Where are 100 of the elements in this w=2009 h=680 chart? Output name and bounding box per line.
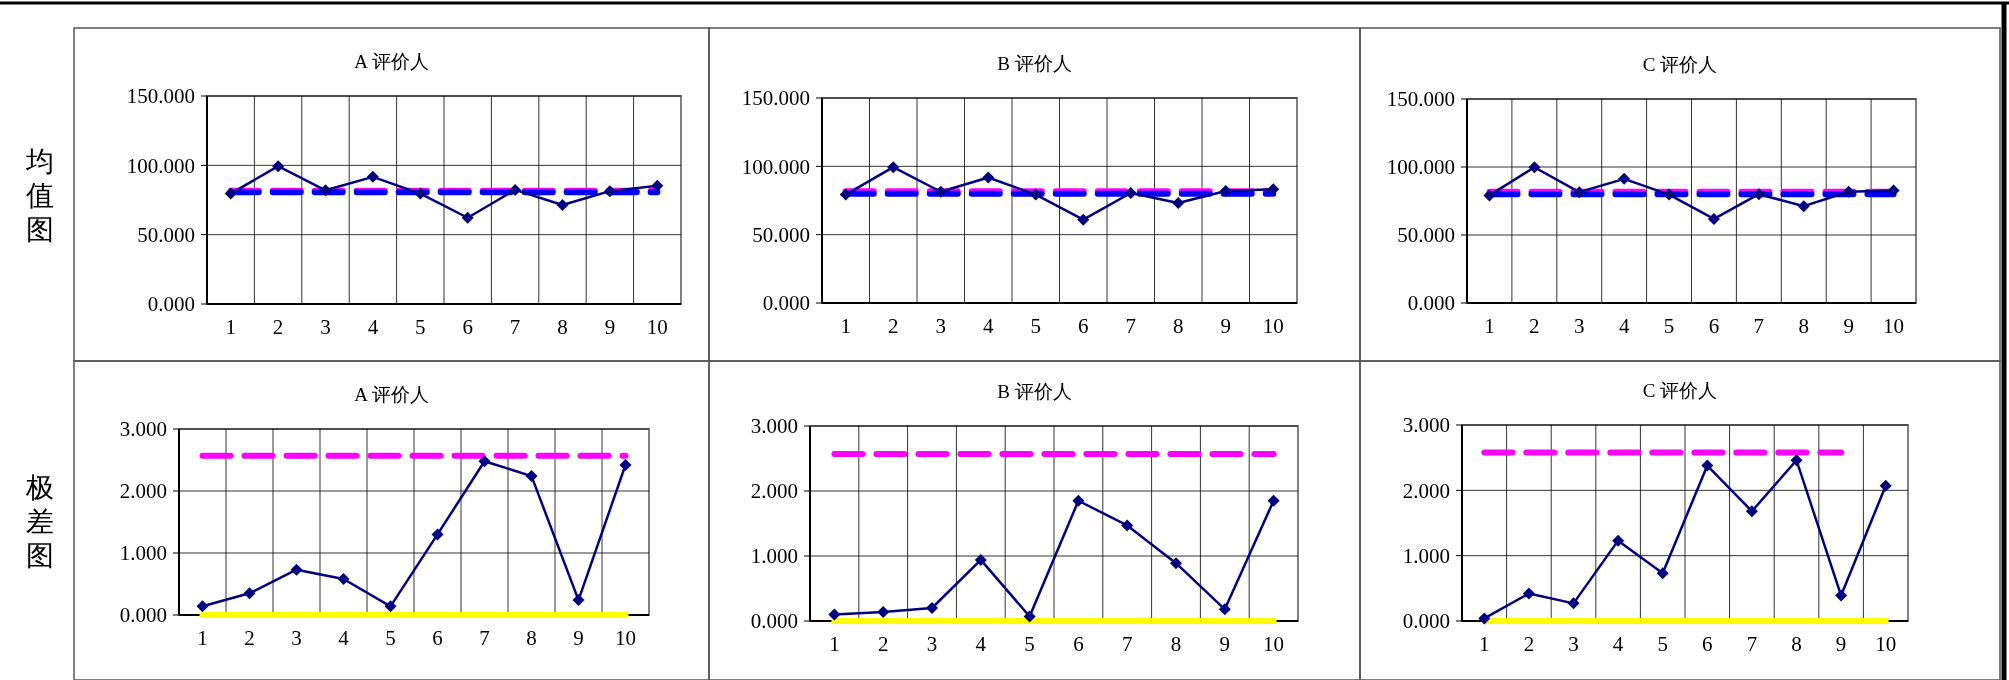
y-tick-label: 50.000 bbox=[1397, 223, 1455, 248]
y-tick-label: 3.000 bbox=[1402, 413, 1450, 438]
x-tick-label: 1 bbox=[1484, 314, 1495, 338]
point bbox=[887, 161, 900, 174]
point bbox=[839, 188, 852, 201]
point bbox=[290, 563, 303, 576]
point bbox=[224, 187, 237, 200]
x-tick-label: 8 bbox=[526, 626, 537, 650]
x-tick-label: 1 bbox=[225, 315, 236, 339]
y-tick-label: 0.000 bbox=[762, 291, 810, 316]
point bbox=[1218, 603, 1231, 616]
x-tick-label: 6 bbox=[462, 315, 473, 339]
point bbox=[974, 553, 987, 566]
x-tick-label: 1 bbox=[197, 626, 208, 650]
y-tick-label: 0.000 bbox=[750, 609, 798, 634]
y-tick-label: 3.000 bbox=[119, 417, 167, 442]
y-tick-label: 150.000 bbox=[741, 86, 810, 111]
point bbox=[366, 170, 379, 183]
x-tick-label: 10 bbox=[646, 315, 668, 339]
point bbox=[1887, 184, 1900, 197]
x-tick-label: 9 bbox=[604, 315, 616, 339]
point bbox=[1219, 184, 1232, 197]
x-tick-label: 9 bbox=[1835, 632, 1847, 656]
x-tick-label: 2 bbox=[1529, 314, 1540, 338]
x-tick-label: 1 bbox=[829, 632, 840, 656]
point bbox=[1478, 612, 1491, 625]
point bbox=[1170, 557, 1182, 570]
y-tick-label: 2.000 bbox=[750, 479, 798, 504]
point bbox=[1522, 587, 1535, 600]
point bbox=[1072, 494, 1085, 507]
x-tick-label: 9 bbox=[1220, 314, 1231, 338]
y-tick-label: 0.000 bbox=[1402, 609, 1450, 634]
x-tick-label: 4 bbox=[1612, 632, 1624, 656]
y-tick-label: 1.000 bbox=[1402, 544, 1450, 569]
x-tick-label: 2 bbox=[888, 314, 899, 338]
point bbox=[431, 528, 444, 541]
point bbox=[1267, 494, 1280, 507]
x-tick-label: 3 bbox=[1568, 632, 1579, 656]
point bbox=[828, 608, 841, 621]
point bbox=[1752, 188, 1765, 201]
x-tick-label: 9 bbox=[573, 626, 584, 650]
y-tick-label: 50.000 bbox=[752, 223, 810, 248]
x-tick-label: 4 bbox=[975, 632, 987, 656]
x-tick-label: 6 bbox=[1708, 314, 1720, 338]
point bbox=[461, 211, 474, 224]
point bbox=[1567, 597, 1580, 610]
x-tick-label: 10 bbox=[1263, 632, 1285, 656]
x-tick-label: 5 bbox=[1663, 314, 1675, 338]
point bbox=[1172, 196, 1185, 209]
point bbox=[196, 600, 209, 613]
x-tick-label: 7 bbox=[479, 626, 490, 650]
y-tick-label: 50.000 bbox=[137, 223, 195, 248]
x-tick-label: 3 bbox=[291, 626, 302, 650]
point bbox=[651, 179, 664, 192]
x-tick-label: 4 bbox=[1618, 314, 1630, 338]
chart-title: B 评价人 bbox=[997, 381, 1072, 402]
x-tick-label: 8 bbox=[1173, 314, 1184, 338]
point bbox=[1573, 186, 1586, 199]
y-tick-label: 0.000 bbox=[1407, 291, 1455, 316]
point bbox=[1483, 189, 1496, 202]
x-tick-label: 6 bbox=[1078, 314, 1089, 338]
point bbox=[1124, 186, 1137, 199]
point bbox=[1797, 200, 1810, 213]
y-tick-label: 2.000 bbox=[119, 479, 167, 504]
point bbox=[1790, 454, 1803, 467]
x-tick-label: 7 bbox=[509, 315, 521, 339]
y-tick-label: 1.000 bbox=[119, 541, 167, 566]
point bbox=[1835, 589, 1848, 602]
x-tick-label: 2 bbox=[272, 315, 284, 339]
y-axis-title: 均值图 bbox=[25, 145, 54, 245]
x-tick-label: 10 bbox=[1883, 314, 1905, 338]
y-axis-title: 极差图 bbox=[25, 471, 54, 571]
x-tick-label: 10 bbox=[615, 626, 636, 650]
x-tick-label: 7 bbox=[1125, 314, 1136, 338]
x-tick-label: 5 bbox=[415, 315, 426, 339]
chart-title: C 评价人 bbox=[1642, 54, 1718, 75]
x-tick-label: 8 bbox=[1791, 632, 1802, 656]
point bbox=[877, 605, 890, 618]
x-tick-label: 5 bbox=[1030, 314, 1041, 338]
x-tick-label: 2 bbox=[1523, 632, 1535, 656]
chart-title: C 评价人 bbox=[1642, 380, 1718, 401]
point bbox=[982, 171, 995, 184]
y-tick-label: 1.000 bbox=[750, 544, 798, 569]
y-tick-label: 2.000 bbox=[1402, 478, 1450, 503]
point bbox=[478, 455, 491, 468]
point bbox=[603, 185, 616, 198]
point bbox=[926, 602, 938, 614]
x-tick-label: 8 bbox=[557, 315, 568, 339]
x-tick-label: 8 bbox=[1170, 632, 1182, 656]
y-tick-label: 0.000 bbox=[119, 603, 167, 628]
point bbox=[1267, 183, 1280, 196]
x-tick-label: 6 bbox=[1702, 632, 1713, 656]
x-tick-label: 3 bbox=[320, 315, 331, 339]
point bbox=[1023, 610, 1036, 623]
chart-title: A 评价人 bbox=[354, 51, 429, 72]
x-tick-label: 6 bbox=[1073, 632, 1084, 656]
point bbox=[384, 600, 397, 613]
point bbox=[1701, 459, 1714, 472]
x-tick-label: 7 bbox=[1753, 314, 1765, 338]
point bbox=[1707, 212, 1720, 225]
